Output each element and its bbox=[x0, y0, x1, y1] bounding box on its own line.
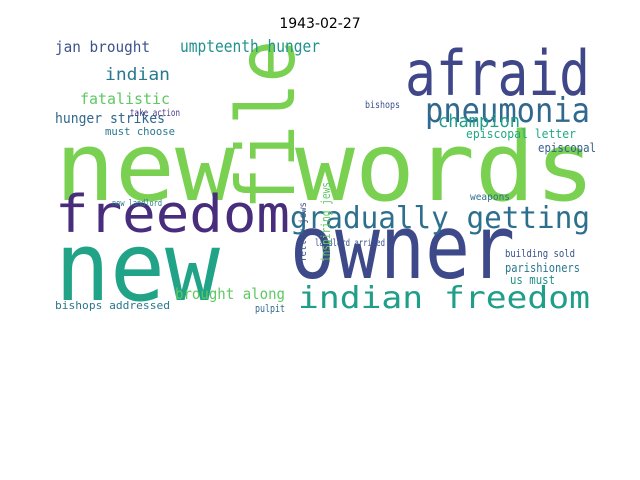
word: indian freedom bbox=[298, 281, 590, 316]
word: umpteenth hunger bbox=[180, 37, 320, 57]
word: episcopal letter bbox=[466, 127, 576, 141]
word: weapons bbox=[470, 192, 510, 203]
word: new words bbox=[55, 113, 595, 223]
word: file bbox=[220, 40, 313, 210]
word: freedom bbox=[55, 185, 290, 245]
word: episcopal bbox=[538, 141, 596, 155]
word: inspiring jews bbox=[319, 182, 333, 262]
word: fellow jews bbox=[298, 202, 309, 262]
word: hunger strikes bbox=[55, 111, 165, 127]
cloud-area bbox=[52, 34, 598, 336]
word: us must bbox=[510, 273, 555, 287]
chart-title: 1943-02-27 bbox=[279, 16, 360, 32]
word: afraid bbox=[405, 37, 590, 110]
word: fatalistic bbox=[80, 90, 170, 108]
word: pulpit bbox=[255, 302, 285, 315]
word: pneumonia bbox=[425, 91, 590, 131]
word: parishioners bbox=[505, 261, 580, 275]
word: must choose bbox=[105, 125, 175, 138]
word: building sold bbox=[505, 247, 575, 260]
word: new landlord bbox=[112, 199, 162, 209]
word: take action bbox=[130, 108, 180, 119]
word: indian bbox=[105, 65, 170, 85]
word: jan brought bbox=[55, 38, 150, 56]
word: champion bbox=[438, 111, 520, 132]
word: owner bbox=[290, 196, 515, 299]
word: bishops bbox=[365, 100, 400, 111]
word: new bbox=[55, 213, 221, 323]
word: brought along bbox=[175, 285, 285, 303]
word: gradually getting bbox=[290, 201, 590, 236]
word: bishops addressed bbox=[55, 299, 170, 312]
word: landlord arrived bbox=[315, 238, 385, 249]
